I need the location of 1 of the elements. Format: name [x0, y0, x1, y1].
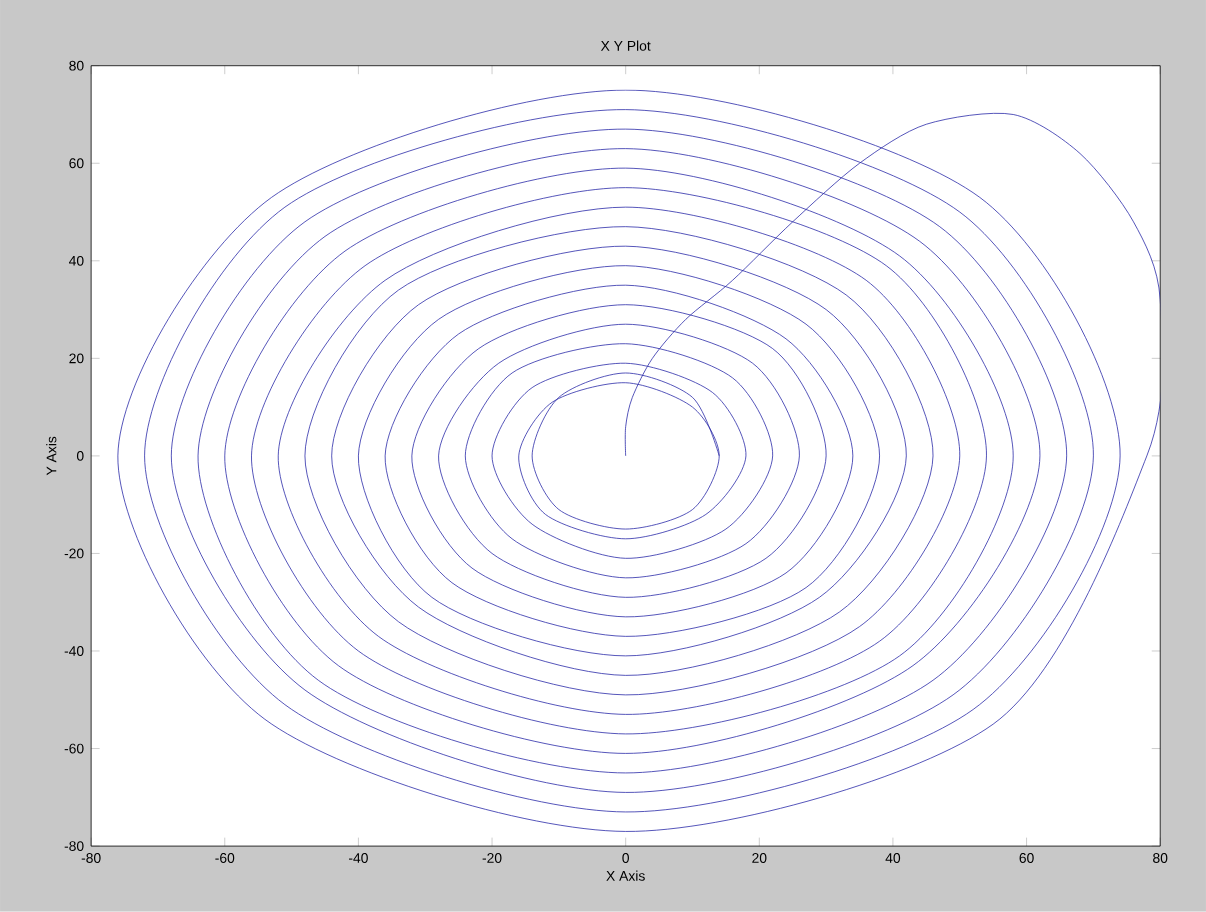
line-series: [117, 89, 1161, 832]
